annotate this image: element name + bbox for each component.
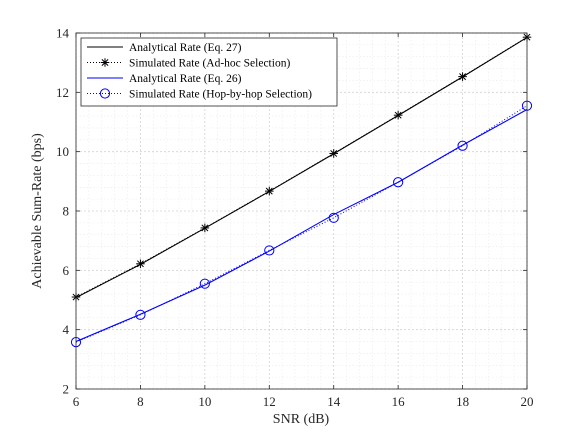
x-tick-label: 12 bbox=[263, 394, 276, 409]
data-point-marker bbox=[393, 177, 404, 188]
data-point-marker bbox=[329, 149, 339, 158]
y-tick-label: 10 bbox=[56, 144, 69, 159]
data-point-marker bbox=[458, 72, 467, 81]
x-tick-label: 14 bbox=[327, 394, 341, 409]
data-point-marker bbox=[264, 186, 274, 196]
y-tick-label: 4 bbox=[63, 322, 70, 337]
y-tick-label: 12 bbox=[56, 85, 69, 100]
x-tick-label: 18 bbox=[456, 394, 469, 409]
legend-label-0: Analytical Rate (Eq. 27) bbox=[129, 42, 242, 54]
data-point-marker bbox=[457, 140, 468, 151]
x-tick-label: 16 bbox=[392, 394, 406, 409]
y-tick-label: 14 bbox=[56, 26, 70, 41]
legend-marker-1 bbox=[100, 58, 110, 67]
data-point-marker bbox=[393, 110, 403, 120]
x-tick-label: 6 bbox=[73, 394, 80, 409]
data-point-marker bbox=[136, 259, 145, 269]
x-tick-label: 20 bbox=[521, 394, 534, 409]
series-line-2 bbox=[75, 109, 528, 343]
legend-marker-3 bbox=[99, 88, 111, 99]
y-axis-label: Achievable Sum-Rate (bps) bbox=[30, 133, 45, 289]
tick-labels: 6 8 10 12 14 16 18 20 2 4 6 8 10 12 14 bbox=[56, 26, 534, 410]
data-point-marker bbox=[199, 278, 210, 289]
data-point-marker bbox=[264, 245, 275, 256]
legend: Analytical Rate (Eq. 27) Simulated Rate (… bbox=[80, 37, 338, 107]
legend-label-2: Analytical Rate (Eq. 26) bbox=[129, 73, 242, 85]
x-tick-label: 10 bbox=[198, 394, 211, 409]
y-tick-label: 2 bbox=[63, 382, 70, 397]
series-line-1 bbox=[75, 36, 528, 298]
x-axis-label: SNR (dB) bbox=[273, 412, 330, 427]
y-tick-label: 8 bbox=[63, 204, 70, 219]
series-line-3 bbox=[75, 105, 528, 343]
legend-label-3: Simulated Rate (Hop-by-hop Selection) bbox=[129, 89, 312, 101]
x-tick-label: 8 bbox=[137, 394, 144, 409]
ticks bbox=[75, 32, 528, 390]
data-point-marker bbox=[328, 212, 339, 223]
series-layer bbox=[70, 32, 533, 348]
data-point-marker bbox=[135, 309, 146, 320]
y-tick-label: 6 bbox=[63, 263, 70, 278]
legend-box bbox=[80, 37, 338, 107]
legend-label-1: Simulated Rate (Ad-hoc Selection) bbox=[129, 58, 290, 70]
data-point-marker bbox=[200, 223, 210, 233]
